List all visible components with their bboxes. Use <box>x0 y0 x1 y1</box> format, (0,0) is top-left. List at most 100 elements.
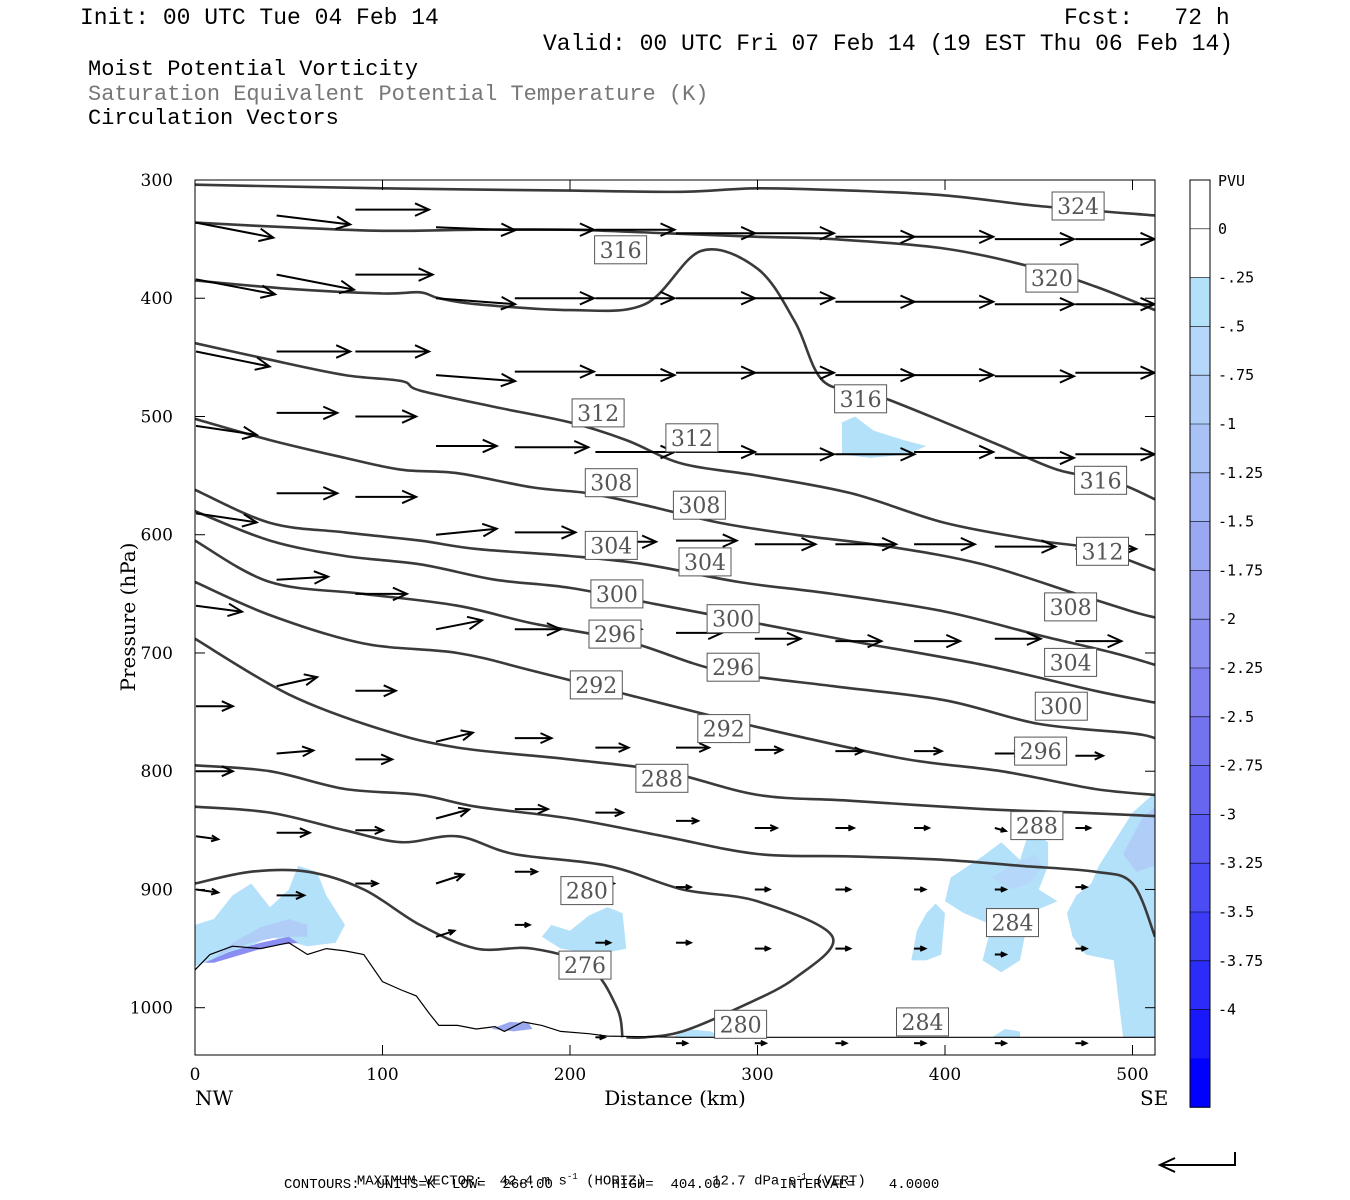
circulation-vector <box>994 826 1009 833</box>
circulation-vector <box>514 525 578 540</box>
circulation-vector <box>595 807 626 818</box>
y-tick-label: 400 <box>141 289 173 309</box>
colorbar-segment <box>1190 326 1210 376</box>
colorbar-label: -3.25 <box>1218 854 1263 872</box>
circulation-vector <box>276 486 340 501</box>
circulation-vector <box>195 424 260 441</box>
circulation-vector <box>195 350 273 371</box>
circulation-vector <box>595 1034 608 1041</box>
circulation-vector <box>1075 365 1155 380</box>
circulation-vector <box>994 369 1077 384</box>
colorbar-label: -4 <box>1218 1001 1236 1019</box>
isentrope-292 <box>195 580 1155 797</box>
isentrope-304 <box>195 488 1155 667</box>
contour-label: 296 <box>1014 736 1068 766</box>
circulation-vector <box>355 586 410 602</box>
svg-text:304: 304 <box>684 551 726 576</box>
x-tick-label: 500 <box>1116 1065 1148 1085</box>
svg-text:296: 296 <box>712 656 754 681</box>
circulation-vector <box>195 221 276 243</box>
svg-text:304: 304 <box>1050 651 1092 676</box>
circulation-vector <box>1075 231 1155 247</box>
contour-label: 312 <box>665 423 719 453</box>
isentrope-284 <box>195 764 1155 938</box>
circulation-vector <box>1075 824 1093 832</box>
circulation-vector <box>514 222 597 237</box>
circulation-vector <box>595 742 631 753</box>
svg-text:292: 292 <box>703 718 745 743</box>
contour-label: 292 <box>697 714 751 744</box>
circulation-vector <box>355 409 419 424</box>
contour-label: 288 <box>1010 811 1064 841</box>
svg-text:280: 280 <box>566 880 608 905</box>
svg-text:300: 300 <box>1040 695 1082 720</box>
circulation-vector <box>355 344 432 359</box>
colorbar-label: -2.75 <box>1218 757 1263 775</box>
circulation-vector <box>435 522 500 538</box>
contour-label: 284 <box>986 908 1039 938</box>
circulation-vector <box>1075 633 1124 649</box>
colorbar-segment <box>1190 1009 1210 1059</box>
isentrope-312 <box>195 341 1155 572</box>
circulation-vector <box>355 202 432 217</box>
colorbar-segment <box>1190 716 1210 767</box>
circulation-vector <box>435 929 457 938</box>
contour-label: 280 <box>714 1009 768 1039</box>
circulation-vector <box>355 684 399 698</box>
contour-label: 280 <box>560 876 614 906</box>
contour-label: 312 <box>571 398 625 428</box>
contour-label: 320 <box>1025 263 1079 293</box>
contour-label: 308 <box>1044 592 1098 622</box>
colorbar-label: -3.5 <box>1218 903 1254 921</box>
circulation-vector <box>754 447 837 462</box>
svg-text:304: 304 <box>590 534 632 559</box>
circulation-vector <box>914 1039 928 1047</box>
circulation-vector <box>914 633 963 649</box>
svg-text:316: 316 <box>600 239 642 264</box>
circulation-vector <box>994 231 1077 247</box>
circulation-vector <box>1075 447 1155 462</box>
pv-colorbar: 0 -.25 -.5 -.75 -1 -1.25 -1.5 -1.75 -2 -2.25 -2.5 -… <box>1189 179 1263 1108</box>
svg-text:292: 292 <box>575 674 617 699</box>
circulation-vector <box>754 745 785 755</box>
circulation-vector <box>754 290 837 306</box>
colorbar-label: 0 <box>1218 220 1227 238</box>
circulation-vector <box>595 290 677 306</box>
svg-text:300: 300 <box>712 608 754 633</box>
circulation-vector <box>276 890 307 901</box>
colorbar-segment <box>1190 375 1210 425</box>
circulation-vector <box>195 887 221 896</box>
circulation-vector <box>754 886 772 893</box>
svg-text:284: 284 <box>992 912 1034 937</box>
isentrope-308 <box>195 417 1155 619</box>
svg-text:308: 308 <box>678 494 720 519</box>
circulation-vector <box>994 631 1044 646</box>
circulation-vector <box>754 945 772 952</box>
circulation-vector <box>514 290 597 306</box>
y-tick-label: 500 <box>141 407 173 427</box>
circulation-vector <box>754 631 804 646</box>
circulation-vector <box>676 365 758 380</box>
circulation-vector <box>435 872 466 885</box>
y-tick-label: 700 <box>141 644 173 664</box>
circulation-vector <box>994 951 1009 958</box>
circulation-vector <box>914 886 928 893</box>
svg-text:288: 288 <box>1016 815 1058 840</box>
circulation-vector <box>276 214 353 230</box>
circulation-vector <box>514 803 551 815</box>
colorbar-segment <box>1190 570 1210 620</box>
svg-text:296: 296 <box>594 623 636 648</box>
colorbar-label: -3 <box>1218 805 1236 823</box>
circulation-vector <box>276 827 313 839</box>
circulation-vector <box>994 539 1058 554</box>
circulation-vector <box>435 615 485 631</box>
contour-label: 292 <box>569 670 623 700</box>
isentrope-316 <box>195 248 1155 501</box>
colorbar-label: -2.25 <box>1218 659 1263 677</box>
svg-text:324: 324 <box>1057 195 1099 220</box>
circulation-vector <box>514 439 591 455</box>
circulation-vector <box>514 921 532 929</box>
circulation-vector <box>754 365 837 380</box>
circulation-vector <box>676 816 701 825</box>
x-tick-label: 100 <box>366 1065 398 1085</box>
